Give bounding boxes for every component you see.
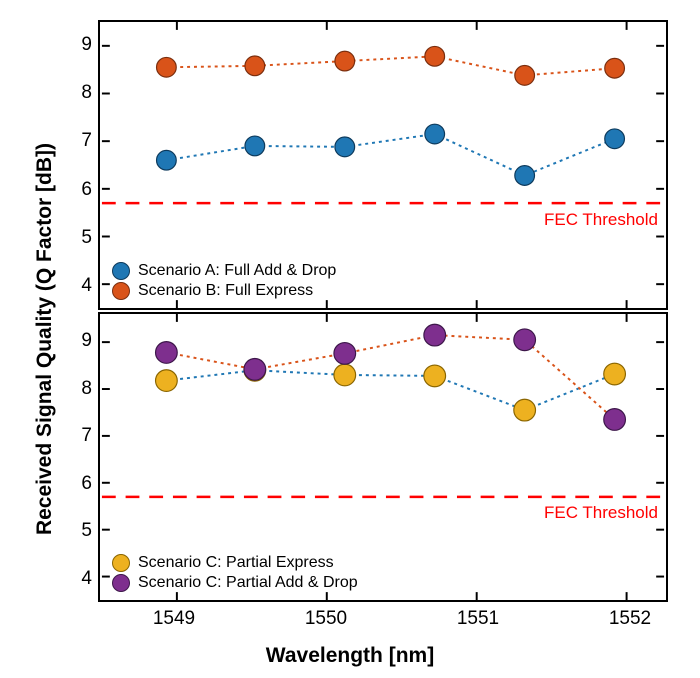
ytick-label: 5 <box>68 520 92 542</box>
ytick-label: 7 <box>68 425 92 447</box>
ytick-label: 4 <box>68 275 92 297</box>
ytick-label: 4 <box>68 568 92 590</box>
legend-label: Scenario B: Full Express <box>138 282 313 300</box>
legend-marker-icon <box>112 554 130 572</box>
top-legend: Scenario A: Full Add & Drop Scenario B: F… <box>112 260 336 302</box>
x-axis-label: Wavelength [nm] <box>266 644 434 668</box>
xtick-label: 1550 <box>296 608 356 630</box>
bottom-panel: Scenario C: Partial Express Scenario C: P… <box>98 312 668 602</box>
ytick-label: 8 <box>68 378 92 400</box>
ytick-label: 6 <box>68 473 92 495</box>
bottom-legend: Scenario C: Partial Express Scenario C: P… <box>112 552 358 594</box>
fec-threshold-label-top: FEC Threshold <box>544 210 658 230</box>
legend-item: Scenario C: Partial Express <box>112 554 358 572</box>
ytick-label: 8 <box>68 82 92 104</box>
ytick-label: 9 <box>68 34 92 56</box>
ytick-label: 7 <box>68 130 92 152</box>
legend-label: Scenario A: Full Add & Drop <box>138 262 336 280</box>
xtick-label: 1551 <box>448 608 508 630</box>
fec-threshold-label-bottom: FEC Threshold <box>544 503 658 523</box>
ytick-label: 6 <box>68 179 92 201</box>
ytick-label: 9 <box>68 330 92 352</box>
legend-marker-icon <box>112 574 130 592</box>
y-axis-label: Received Signal Quality (Q Factor [dB]) <box>33 143 57 535</box>
legend-marker-icon <box>112 262 130 280</box>
top-panel: Scenario A: Full Add & Drop Scenario B: F… <box>98 20 668 310</box>
legend-item: Scenario A: Full Add & Drop <box>112 262 336 280</box>
ytick-label: 5 <box>68 227 92 249</box>
figure: Received Signal Quality (Q Factor [dB]) … <box>0 0 700 678</box>
legend-item: Scenario B: Full Express <box>112 282 336 300</box>
xtick-label: 1552 <box>600 608 660 630</box>
legend-item: Scenario C: Partial Add & Drop <box>112 574 358 592</box>
legend-marker-icon <box>112 282 130 300</box>
xtick-label: 1549 <box>144 608 204 630</box>
legend-label: Scenario C: Partial Express <box>138 554 334 572</box>
legend-label: Scenario C: Partial Add & Drop <box>138 574 358 592</box>
